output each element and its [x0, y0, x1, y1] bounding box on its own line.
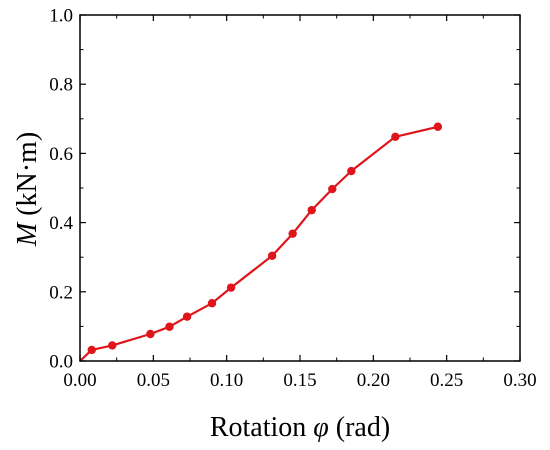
x-tick-label: 0.30	[503, 370, 536, 391]
y-tick-label: 1.0	[49, 6, 73, 27]
series-layer	[79, 122, 443, 362]
x-tick-label: 0.00	[63, 370, 96, 391]
x-axis-title-suffix: (rad)	[329, 412, 390, 443]
x-tick-label: 0.15	[283, 370, 316, 391]
x-tick-label: 0.10	[210, 370, 243, 391]
x-tick-label: 0.25	[430, 370, 463, 391]
data-point	[146, 329, 155, 339]
y-axis-title: M (kN·m)	[12, 132, 43, 247]
y-tick-label: 0.8	[49, 75, 73, 96]
data-point	[226, 283, 236, 292]
x-axis-title: Rotation φ (rad)	[210, 412, 390, 443]
x-axis-title-symbol: φ	[313, 412, 329, 443]
x-tick-labels: 0.00 0.05 0.10 0.15 0.20 0.25 0.30	[63, 370, 536, 391]
y-tick-label: 0.2	[49, 282, 73, 303]
x-tick-label: 0.05	[137, 370, 170, 391]
y-tick-label: 0.0	[49, 352, 73, 373]
data-point	[165, 322, 174, 331]
plot-frame	[79, 14, 521, 362]
axis-ticks	[79, 14, 521, 362]
data-point	[182, 312, 192, 321]
y-tick-label: 0.6	[49, 144, 73, 165]
y-axis-title-suffix: (kN·m)	[12, 132, 43, 223]
y-tick-label: 0.4	[49, 213, 73, 234]
y-tick-labels: 0.0 0.2 0.4 0.6 0.8 1.0	[49, 6, 73, 373]
data-point	[391, 132, 400, 141]
data-point	[207, 299, 217, 308]
x-axis-title-prefix: Rotation	[210, 412, 313, 443]
data-point	[87, 345, 96, 355]
data-point	[328, 184, 337, 194]
data-point	[108, 341, 117, 350]
data-point	[307, 205, 316, 215]
data-point	[347, 166, 356, 176]
series-line	[79, 125, 439, 362]
data-point	[288, 229, 297, 238]
y-axis-title-symbol: M	[12, 221, 43, 247]
data-point	[433, 122, 443, 131]
x-tick-label: 0.20	[357, 370, 390, 391]
data-point	[267, 251, 277, 261]
